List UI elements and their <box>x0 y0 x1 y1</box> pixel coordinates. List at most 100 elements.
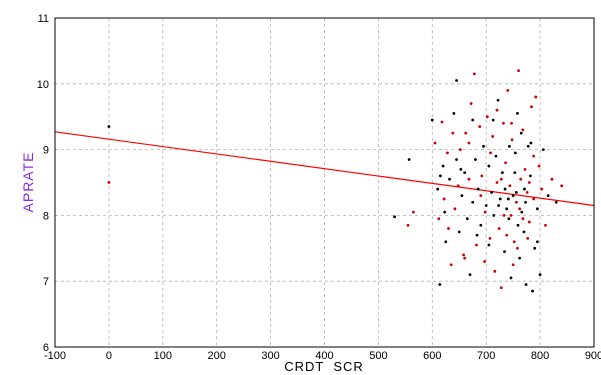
y-tick-label: 8 <box>43 210 49 222</box>
data-point <box>532 154 536 158</box>
data-point <box>455 158 458 161</box>
data-point <box>533 246 537 250</box>
data-point <box>463 171 467 175</box>
data-point <box>478 125 482 128</box>
x-tick-label: 800 <box>531 350 549 362</box>
data-point <box>523 167 527 171</box>
data-point <box>452 112 456 115</box>
data-point <box>510 121 513 125</box>
data-point <box>517 69 520 73</box>
data-point <box>497 227 501 230</box>
data-point <box>444 240 448 244</box>
data-point <box>541 148 545 152</box>
data-point <box>519 177 523 181</box>
data-point <box>443 210 447 214</box>
data-point <box>475 243 478 247</box>
data-point <box>447 227 450 230</box>
data-point <box>476 187 480 191</box>
data-point <box>524 283 528 286</box>
data-point <box>526 144 530 148</box>
data-point <box>491 135 495 138</box>
x-tick-label: -100 <box>44 350 66 362</box>
data-point <box>508 184 512 188</box>
data-point <box>506 88 510 92</box>
axis-ticks: -100 0 100 200 300 400 500 600 700 800 900 6 7 8 9 10 11 <box>37 13 601 362</box>
data-point <box>509 214 513 217</box>
data-point <box>500 171 504 175</box>
data-point <box>393 215 396 219</box>
data-point <box>512 240 516 244</box>
data-point <box>491 118 495 122</box>
data-point <box>492 214 496 217</box>
data-point <box>467 141 471 145</box>
data-point <box>524 200 527 204</box>
data-point <box>537 164 541 168</box>
data-point <box>530 105 533 109</box>
data-point <box>484 204 488 207</box>
data-point <box>536 240 539 244</box>
data-point <box>502 214 506 217</box>
data-point <box>440 120 444 124</box>
data-point <box>550 177 554 181</box>
data-point <box>449 263 453 267</box>
data-point <box>489 151 492 155</box>
data-point <box>513 171 517 175</box>
data-point <box>497 204 500 207</box>
data-point <box>502 121 505 125</box>
data-point <box>499 286 503 290</box>
data-point <box>479 223 483 227</box>
data-point <box>518 207 522 211</box>
data-point <box>463 256 467 260</box>
data-point <box>516 246 519 250</box>
data-point <box>507 217 511 221</box>
data-point <box>493 269 497 273</box>
data-point <box>534 95 538 99</box>
data-point <box>467 177 471 181</box>
data-point <box>506 197 510 201</box>
data-point <box>437 217 441 221</box>
data-point <box>475 233 479 237</box>
data-point <box>464 131 468 135</box>
data-point <box>474 158 477 161</box>
grid-lines <box>55 18 594 347</box>
data-point <box>536 207 539 211</box>
data-point <box>503 250 506 253</box>
data-point <box>521 217 525 221</box>
data-point <box>522 230 526 234</box>
data-point <box>472 72 476 76</box>
data-point <box>433 141 437 145</box>
data-point <box>487 164 491 168</box>
data-point <box>503 187 507 191</box>
x-tick-label: 600 <box>423 350 441 362</box>
data-point <box>509 276 513 280</box>
data-point <box>485 115 489 119</box>
data-point <box>465 217 469 221</box>
data-point <box>406 223 410 227</box>
data-point <box>527 220 531 224</box>
data-point <box>498 197 502 201</box>
data-point <box>518 256 522 260</box>
y-tick-label: 6 <box>43 342 49 354</box>
data-point <box>527 181 531 184</box>
data-point <box>496 98 500 102</box>
data-point <box>459 167 463 171</box>
data-point <box>526 237 530 240</box>
data-point <box>436 187 440 191</box>
data-point <box>511 263 515 267</box>
x-tick-label: 700 <box>477 350 495 362</box>
data-point <box>479 194 483 198</box>
data-point <box>438 283 442 286</box>
data-points <box>107 69 564 293</box>
plot-frame <box>54 17 595 348</box>
data-point <box>482 144 485 148</box>
data-point <box>507 144 511 148</box>
data-point <box>546 194 550 198</box>
data-point <box>441 164 445 168</box>
data-point <box>544 223 547 227</box>
data-point <box>460 194 464 198</box>
data-point <box>107 181 111 184</box>
data-point <box>462 253 465 257</box>
data-point <box>488 237 492 240</box>
data-point <box>442 197 446 201</box>
data-point <box>456 184 460 188</box>
